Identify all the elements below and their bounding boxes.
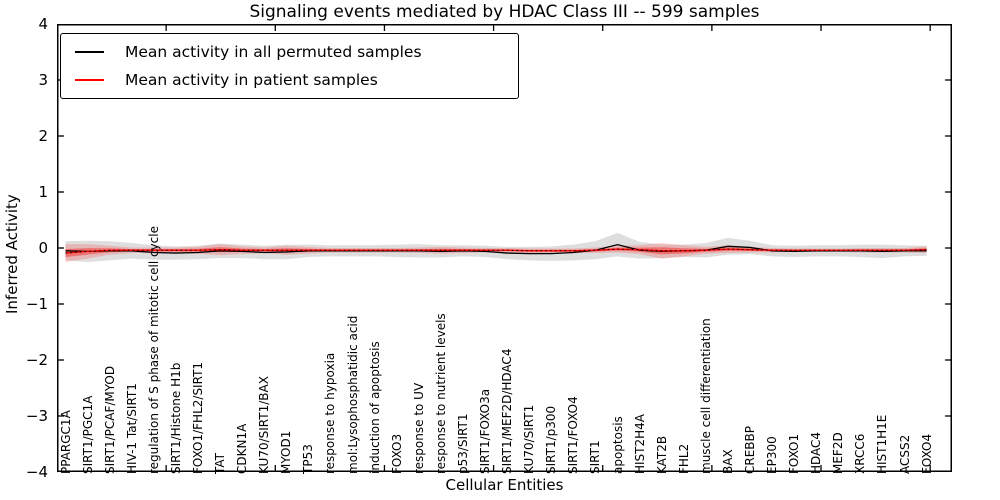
x-tick-label: KU70/SIRT1/BAX — [257, 376, 272, 474]
legend-line-sample-black — [75, 51, 104, 54]
legend-item-permuted: Mean activity in all permuted samples — [61, 43, 518, 61]
x-tick-label: TAT — [213, 452, 228, 474]
x-tick-label: CREBBP — [742, 426, 757, 474]
x-tick-label: FHL2 — [676, 443, 691, 474]
x-tick-label: HDAC4 — [809, 431, 824, 474]
x-tick-label: FOXO4 — [919, 433, 934, 474]
patient-sample-range-band — [65, 242, 927, 262]
x-tick-label: FOXO1 — [787, 433, 802, 474]
x-tick-label: SIRT1/PGC1A — [80, 395, 95, 474]
x-tick-label: p53/SIRT1 — [455, 413, 470, 474]
x-tick-label: response to hypoxia — [323, 352, 338, 474]
series-line-patient — [65, 248, 927, 254]
x-tick-label: response to UV — [411, 382, 426, 474]
x-tick-label: induction of apoptosis — [367, 341, 382, 474]
x-tick-label: FOXO1/FHL2/SIRT1 — [190, 361, 205, 474]
x-tick-label: SIRT1/p300 — [544, 405, 559, 474]
y-tick-label: −3 — [25, 407, 48, 425]
x-tick-label: TP53 — [301, 444, 316, 474]
y-tick-label: −1 — [25, 295, 48, 313]
x-tick-label: regulation of S phase of mitotic cell cy… — [146, 226, 161, 474]
y-tick-label: 2 — [38, 127, 48, 145]
x-tick-label: PPARGC1A — [58, 410, 73, 474]
legend-line-sample-red — [75, 78, 104, 81]
x-tick-label: SIRT1/FOXO4 — [566, 396, 581, 474]
x-tick-label: KAT2B — [654, 435, 669, 474]
y-tick-label: −2 — [25, 351, 48, 369]
legend: Mean activity in all permuted samples Me… — [60, 33, 519, 99]
plot-spines — [57, 24, 952, 472]
x-tick-label: HIST1H1E — [875, 414, 890, 474]
x-tick-label: MYOD1 — [279, 430, 294, 474]
x-tick-label: muscle cell differentiation — [698, 318, 713, 474]
x-tick-label: apoptosis — [610, 416, 625, 474]
y-tick-label: 3 — [38, 71, 48, 89]
x-tick-label: BAX — [720, 449, 735, 474]
series-line-permuted — [65, 243, 927, 255]
x-tick-label: XRCC6 — [853, 433, 868, 474]
chart-canvas — [57, 24, 952, 472]
x-tick-label: SIRT1 — [588, 440, 603, 474]
x-tick-label: FOXO3 — [389, 433, 404, 474]
x-tick-label: SIRT1/MEF2D/HDAC4 — [500, 348, 515, 474]
x-tick-label: SIRT1/FOXO3a — [478, 388, 493, 474]
x-tick-label: SIRT1/Histone H1b — [168, 362, 183, 474]
y-tick-label: 4 — [38, 15, 48, 33]
permuted-sample-range-band — [65, 232, 927, 262]
x-tick-label: MEF2D — [831, 432, 846, 474]
x-tick-label: HIST2H4A — [632, 413, 647, 474]
x-tick-label: EP300 — [765, 436, 780, 474]
x-tick-label: CDKN1A — [235, 423, 250, 474]
y-tick-label: −4 — [25, 463, 48, 481]
legend-label-patient: Mean activity in patient samples — [125, 70, 378, 89]
legend-item-patient: Mean activity in patient samples — [61, 71, 518, 89]
x-axis-label: Cellular Entities — [445, 476, 564, 494]
legend-label-permuted: Mean activity in all permuted samples — [125, 43, 422, 62]
x-tick-label: HIV-1 Tat/SIRT1 — [124, 383, 139, 474]
y-tick-label: 1 — [38, 183, 48, 201]
x-tick-label: mol:Lysophosphatidic acid — [345, 315, 360, 474]
x-tick-label: KU70/SIRT1 — [522, 404, 537, 474]
chart-title: Signaling events mediated by HDAC Class … — [249, 2, 760, 22]
x-tick-label: response to nutrient levels — [433, 313, 448, 474]
y-tick-label: 0 — [38, 239, 48, 257]
x-tick-label: ACSS2 — [897, 434, 912, 474]
x-tick-label: SIRT1/PCAF/MYOD — [102, 365, 117, 474]
